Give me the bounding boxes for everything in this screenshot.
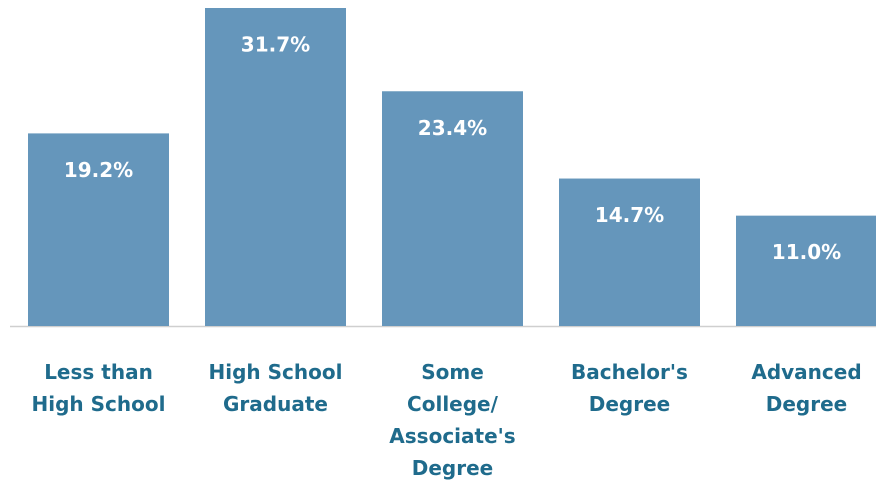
- bar: [736, 215, 876, 326]
- bar: [28, 133, 169, 326]
- x-tick-label: High School Graduate: [208, 360, 343, 416]
- x-tick-label: Some College/ Associate's Degree: [389, 360, 516, 480]
- value-label: 23.4%: [418, 116, 487, 140]
- x-tick-label: Bachelor's Degree: [571, 360, 688, 416]
- bar: [205, 8, 346, 326]
- value-label: 11.0%: [772, 240, 841, 264]
- x-tick-label: Less than High School: [31, 360, 166, 416]
- bar: [559, 178, 700, 326]
- value-label: 19.2%: [64, 158, 133, 182]
- x-tick-label: Advanced Degree: [751, 360, 862, 416]
- value-label: 31.7%: [241, 33, 310, 57]
- bar: [382, 91, 523, 326]
- value-label: 14.7%: [595, 203, 664, 227]
